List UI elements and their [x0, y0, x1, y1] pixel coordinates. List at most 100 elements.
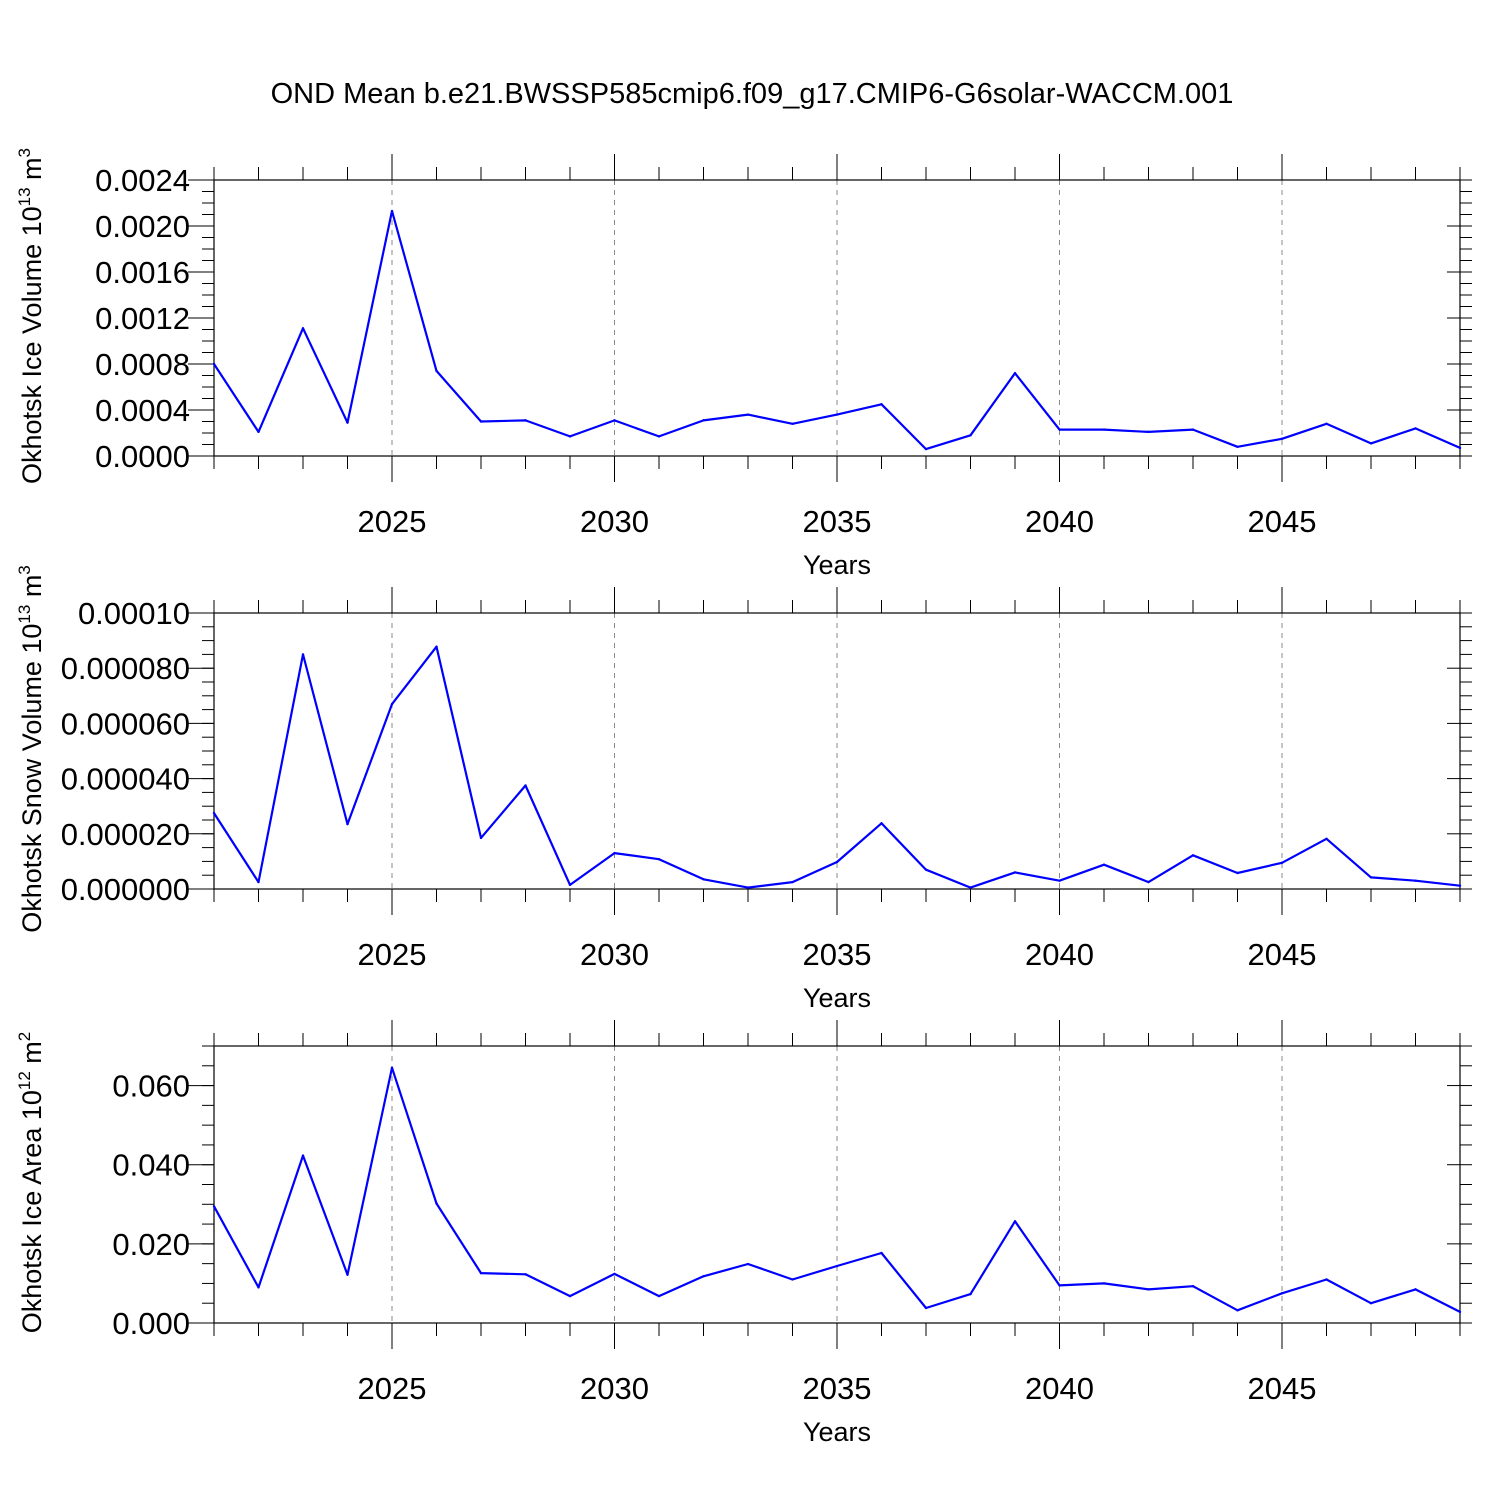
data-point	[212, 362, 216, 366]
y-axis-label: Okhotsk Snow Volume 1013 m3	[15, 565, 47, 933]
data-point	[1058, 1284, 1061, 1287]
data-point	[479, 836, 483, 840]
data-point	[1236, 1309, 1239, 1312]
data-point	[791, 422, 794, 425]
panel-2: 2025 2030 2035 2040 2045 Years 0.000000 0.00002…	[15, 565, 1472, 1013]
data-point	[1369, 1302, 1373, 1305]
xtick-label: 2035	[803, 504, 872, 539]
data-point	[969, 434, 972, 437]
data-point	[568, 1294, 572, 1298]
data-point	[1325, 1278, 1328, 1281]
ytick-label: 0.000000	[61, 872, 190, 907]
data-point	[835, 413, 839, 416]
data-point	[1236, 445, 1239, 448]
data-point	[613, 851, 616, 855]
ytick-label: 0.060	[112, 1069, 190, 1104]
data-point	[880, 403, 883, 406]
data-point	[1414, 879, 1417, 882]
xtick-label: 2025	[358, 504, 427, 539]
data-point	[1013, 871, 1017, 874]
data-point	[346, 421, 349, 424]
data-point	[1280, 437, 1284, 440]
data-point	[568, 883, 572, 887]
data-point	[390, 209, 394, 213]
xtick-label: 2040	[1025, 1371, 1094, 1406]
data-point	[479, 420, 483, 423]
ytick-label: 0.0004	[95, 393, 190, 428]
data-point	[346, 1273, 349, 1276]
data-point	[791, 880, 794, 884]
data-point	[1369, 442, 1373, 445]
data-point	[1280, 861, 1284, 864]
data-point	[746, 1262, 750, 1266]
data-point	[746, 886, 750, 889]
xtick-label: 2030	[580, 937, 649, 972]
ytick-label: 0.0000	[95, 439, 190, 474]
data-point	[1058, 879, 1061, 882]
data-point	[390, 1066, 394, 1069]
data-point	[524, 419, 527, 422]
data-point	[657, 1294, 661, 1298]
data-point	[212, 811, 216, 815]
data-point	[880, 1251, 883, 1255]
ytick-label: 0.0008	[95, 347, 190, 382]
data-point	[257, 430, 260, 434]
data-point	[1458, 1310, 1462, 1314]
data-point	[1325, 422, 1328, 425]
xtick-label: 2040	[1025, 937, 1094, 972]
xtick-label: 2045	[1248, 504, 1317, 539]
panel-1: 2025 2030 2035 2040 2045 Years 0.0000 0.0004 0.0…	[15, 148, 1472, 580]
ytick-label: 0.000	[112, 1306, 190, 1341]
data-point	[524, 1273, 527, 1276]
data-point	[613, 419, 616, 422]
data-point	[479, 1271, 483, 1275]
data-point	[613, 1272, 616, 1276]
data-point	[301, 653, 305, 656]
ytick-label: 0.00010	[78, 596, 190, 631]
data-point	[1414, 427, 1417, 430]
data-point	[924, 1306, 928, 1310]
ytick-label: 0.0012	[95, 301, 190, 336]
xtick-label: 2035	[803, 1371, 872, 1406]
ytick-label: 0.0020	[95, 209, 190, 244]
data-point	[1013, 372, 1017, 375]
data-point	[924, 868, 928, 871]
data-point	[1325, 837, 1328, 840]
data-point	[212, 1205, 216, 1208]
data-point	[1013, 1220, 1017, 1223]
ytick-label: 0.040	[112, 1148, 190, 1183]
xtick-label: 2045	[1248, 937, 1317, 972]
data-point	[301, 1154, 305, 1157]
y-axis-label: Okhotsk Ice Volume 1013 m3	[15, 148, 47, 484]
data-point	[435, 1202, 438, 1205]
xtick-label: 2030	[580, 1371, 649, 1406]
ytick-label: 0.000040	[61, 762, 190, 797]
data-point	[657, 857, 661, 861]
data-point	[880, 822, 883, 825]
data-point	[1236, 871, 1239, 875]
data-point	[702, 878, 705, 881]
ytick-label: 0.000060	[61, 706, 190, 741]
data-point	[969, 1292, 972, 1296]
data-point	[1191, 428, 1195, 431]
xtick-label: 2040	[1025, 504, 1094, 539]
data-point	[1147, 880, 1150, 884]
xtick-label: 2025	[358, 937, 427, 972]
ytick-label: 0.0024	[95, 163, 190, 198]
data-point	[1280, 1292, 1284, 1295]
data-point	[835, 1264, 839, 1268]
xtick-label: 2025	[358, 1371, 427, 1406]
data-point	[1147, 430, 1150, 434]
data-point	[1369, 876, 1373, 879]
data-point	[924, 447, 928, 451]
x-axis-label: Years	[803, 550, 871, 580]
ytick-label: 0.000020	[61, 817, 190, 852]
figure-title: OND Mean b.e21.BWSSP585cmip6.f09_g17.CMI…	[271, 78, 1234, 110]
data-point	[257, 1286, 260, 1289]
data-point	[1102, 863, 1106, 866]
data-point	[568, 435, 572, 438]
panel-3: 2025 2030 2035 2040 2045 Years 0.000 0.020 0.040…	[15, 1020, 1472, 1447]
data-point	[791, 1278, 794, 1281]
